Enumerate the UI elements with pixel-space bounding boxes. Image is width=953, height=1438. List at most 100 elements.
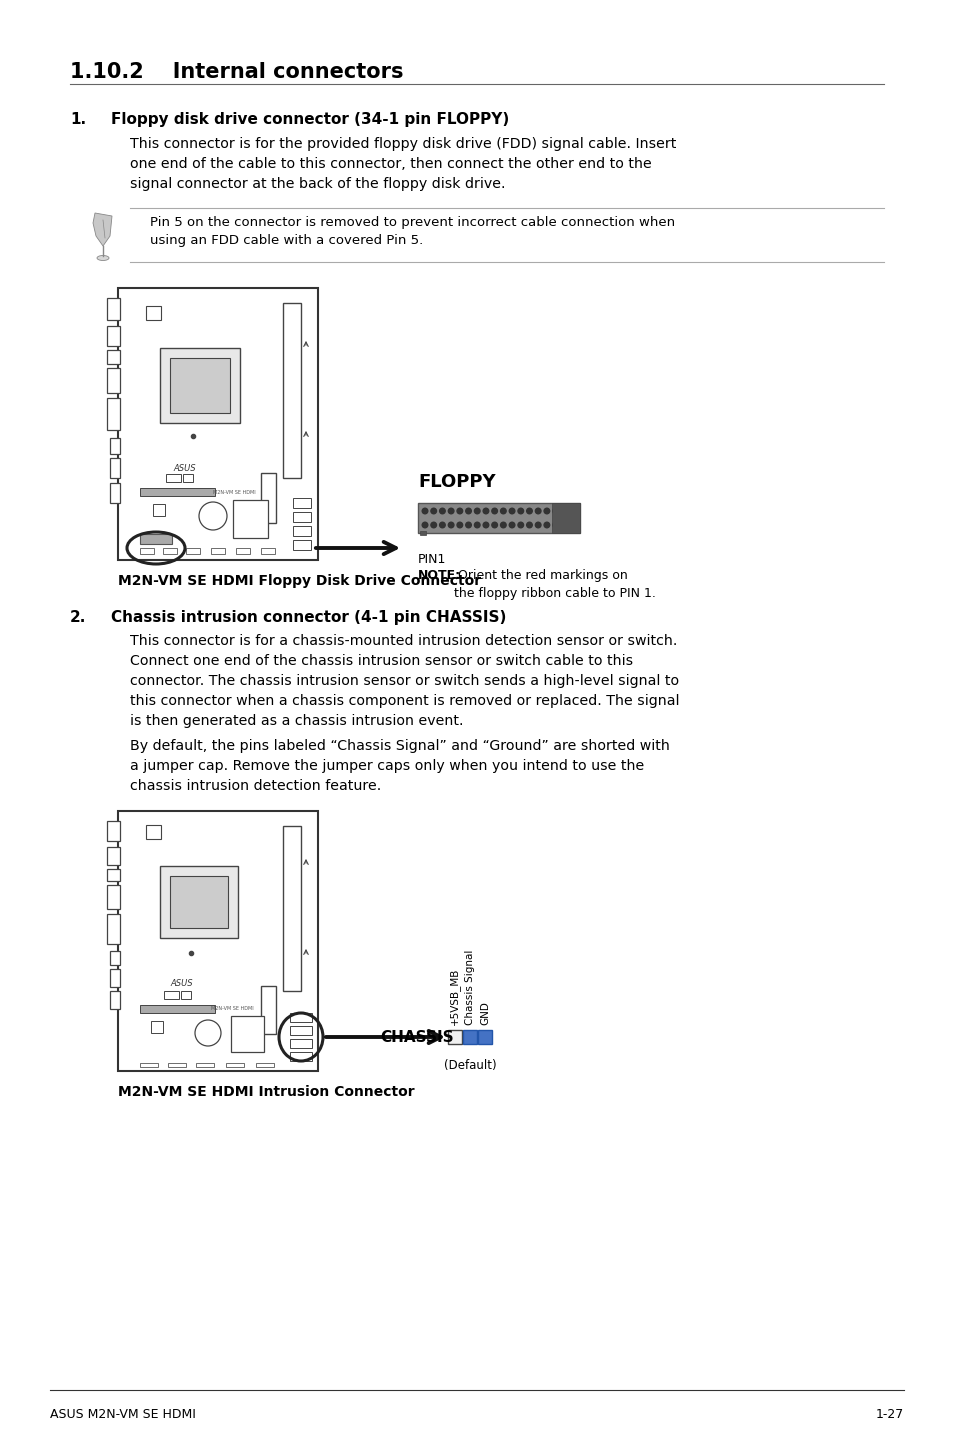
Text: This connector is for a chassis-mounted intrusion detection sensor or switch.
Co: This connector is for a chassis-mounted … — [130, 634, 679, 728]
Circle shape — [474, 522, 479, 528]
Text: CHASSIS: CHASSIS — [379, 1030, 453, 1044]
Text: NOTE:: NOTE: — [417, 569, 460, 582]
Bar — [290, 1025, 312, 1035]
Bar — [107, 326, 120, 347]
Bar — [118, 811, 317, 1071]
Circle shape — [199, 502, 227, 531]
Bar — [110, 969, 120, 986]
Bar — [107, 869, 120, 881]
Text: M2N-VM SE HDMI Floppy Disk Drive Connector: M2N-VM SE HDMI Floppy Disk Drive Connect… — [118, 574, 480, 588]
Circle shape — [482, 522, 488, 528]
Bar — [293, 526, 311, 536]
Circle shape — [526, 508, 532, 513]
Bar — [290, 1053, 312, 1061]
Bar — [181, 991, 191, 999]
Ellipse shape — [97, 256, 109, 260]
Bar — [233, 500, 268, 538]
Polygon shape — [92, 213, 112, 246]
Circle shape — [535, 508, 540, 513]
Circle shape — [570, 522, 576, 528]
Circle shape — [482, 508, 488, 513]
Circle shape — [570, 508, 576, 513]
Bar — [235, 548, 250, 554]
Bar — [110, 439, 120, 454]
Bar — [163, 548, 177, 554]
Circle shape — [439, 522, 445, 528]
Bar — [107, 884, 120, 909]
Text: M2N-VM SE HDMI Intrusion Connector: M2N-VM SE HDMI Intrusion Connector — [118, 1086, 415, 1099]
Circle shape — [431, 508, 436, 513]
Circle shape — [422, 508, 427, 513]
Bar — [110, 483, 120, 503]
Text: ASUS M2N-VM SE HDMI: ASUS M2N-VM SE HDMI — [50, 1408, 195, 1421]
Circle shape — [422, 522, 427, 528]
Bar — [462, 1030, 476, 1044]
Bar — [110, 951, 120, 965]
Bar — [146, 306, 161, 321]
Circle shape — [448, 508, 454, 513]
Text: Chassis Signal: Chassis Signal — [464, 949, 475, 1025]
Circle shape — [439, 508, 445, 513]
Bar — [160, 866, 237, 938]
Circle shape — [492, 508, 497, 513]
Bar — [283, 825, 301, 991]
Bar — [293, 541, 311, 549]
Circle shape — [561, 522, 566, 528]
Circle shape — [517, 508, 523, 513]
Bar — [140, 1063, 158, 1067]
Bar — [448, 1030, 461, 1044]
Bar — [140, 1005, 214, 1012]
Bar — [261, 473, 275, 523]
Bar — [186, 548, 200, 554]
Text: FLOPPY: FLOPPY — [417, 473, 496, 490]
Bar — [283, 303, 301, 477]
Circle shape — [465, 508, 471, 513]
Text: By default, the pins labeled “Chassis Signal” and “Ground” are shorted with
a ju: By default, the pins labeled “Chassis Si… — [130, 739, 669, 794]
Bar — [168, 1063, 186, 1067]
Circle shape — [456, 508, 462, 513]
Circle shape — [500, 508, 506, 513]
Bar — [293, 498, 311, 508]
Bar — [107, 821, 120, 841]
Bar — [107, 915, 120, 943]
Bar — [417, 503, 579, 533]
Bar — [151, 1021, 163, 1032]
Text: Orient the red markings on
the floppy ribbon cable to PIN 1.: Orient the red markings on the floppy ri… — [454, 569, 656, 600]
Text: Chassis intrusion connector (4-1 pin CHASSIS): Chassis intrusion connector (4-1 pin CHA… — [90, 610, 506, 626]
Bar — [140, 548, 153, 554]
Circle shape — [526, 522, 532, 528]
Circle shape — [517, 522, 523, 528]
Text: (Default): (Default) — [444, 1058, 497, 1071]
Bar — [293, 512, 311, 522]
Bar — [195, 1063, 213, 1067]
Circle shape — [552, 522, 558, 528]
Text: ASUS: ASUS — [170, 979, 193, 988]
Text: 1.: 1. — [70, 112, 86, 127]
Circle shape — [474, 508, 479, 513]
Circle shape — [492, 522, 497, 528]
Bar — [183, 475, 193, 482]
Bar — [164, 991, 179, 999]
Bar — [255, 1063, 274, 1067]
Circle shape — [552, 508, 558, 513]
Bar — [290, 1012, 312, 1022]
Bar — [110, 991, 120, 1009]
Text: ASUS: ASUS — [172, 464, 195, 473]
Text: +5VSB_MB: +5VSB_MB — [449, 968, 460, 1025]
Text: 2.: 2. — [70, 610, 87, 626]
Circle shape — [448, 522, 454, 528]
Bar — [211, 548, 225, 554]
Circle shape — [543, 508, 549, 513]
Bar — [110, 457, 120, 477]
Text: 1-27: 1-27 — [875, 1408, 903, 1421]
Bar — [140, 487, 214, 496]
Circle shape — [561, 508, 566, 513]
Bar — [107, 398, 120, 430]
Bar — [552, 503, 579, 533]
Bar — [107, 847, 120, 866]
Circle shape — [509, 522, 515, 528]
Circle shape — [500, 522, 506, 528]
Text: M2N-VM SE HDMI: M2N-VM SE HDMI — [213, 489, 255, 495]
Bar — [261, 986, 275, 1034]
Bar — [146, 825, 161, 838]
